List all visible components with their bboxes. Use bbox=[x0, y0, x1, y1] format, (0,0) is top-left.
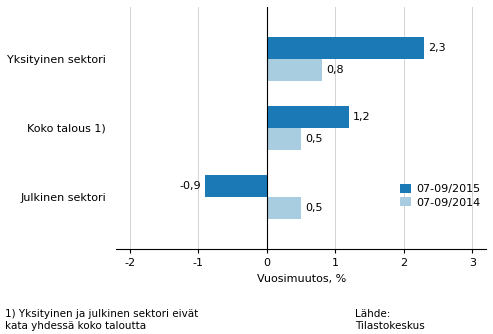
Text: 1,2: 1,2 bbox=[353, 112, 371, 122]
Bar bbox=[267, 197, 301, 219]
Text: 0,8: 0,8 bbox=[326, 65, 344, 75]
Text: 0,5: 0,5 bbox=[305, 203, 323, 213]
Text: Lähde:
Tilastokeskus: Lähde: Tilastokeskus bbox=[355, 309, 424, 331]
X-axis label: Vuosimuutos, %: Vuosimuutos, % bbox=[256, 274, 346, 284]
Bar bbox=[267, 37, 424, 59]
Bar bbox=[267, 128, 301, 150]
Text: 1) Yksityinen ja julkinen sektori eivät
kata yhdessä koko taloutta: 1) Yksityinen ja julkinen sektori eivät … bbox=[5, 309, 198, 331]
Text: 0,5: 0,5 bbox=[305, 134, 323, 144]
Legend: 07-09/2015, 07-09/2014: 07-09/2015, 07-09/2014 bbox=[400, 184, 481, 207]
Bar bbox=[267, 106, 349, 128]
Text: -0,9: -0,9 bbox=[179, 181, 201, 191]
Text: 2,3: 2,3 bbox=[428, 43, 446, 53]
Bar bbox=[205, 175, 267, 197]
Bar bbox=[267, 59, 322, 81]
